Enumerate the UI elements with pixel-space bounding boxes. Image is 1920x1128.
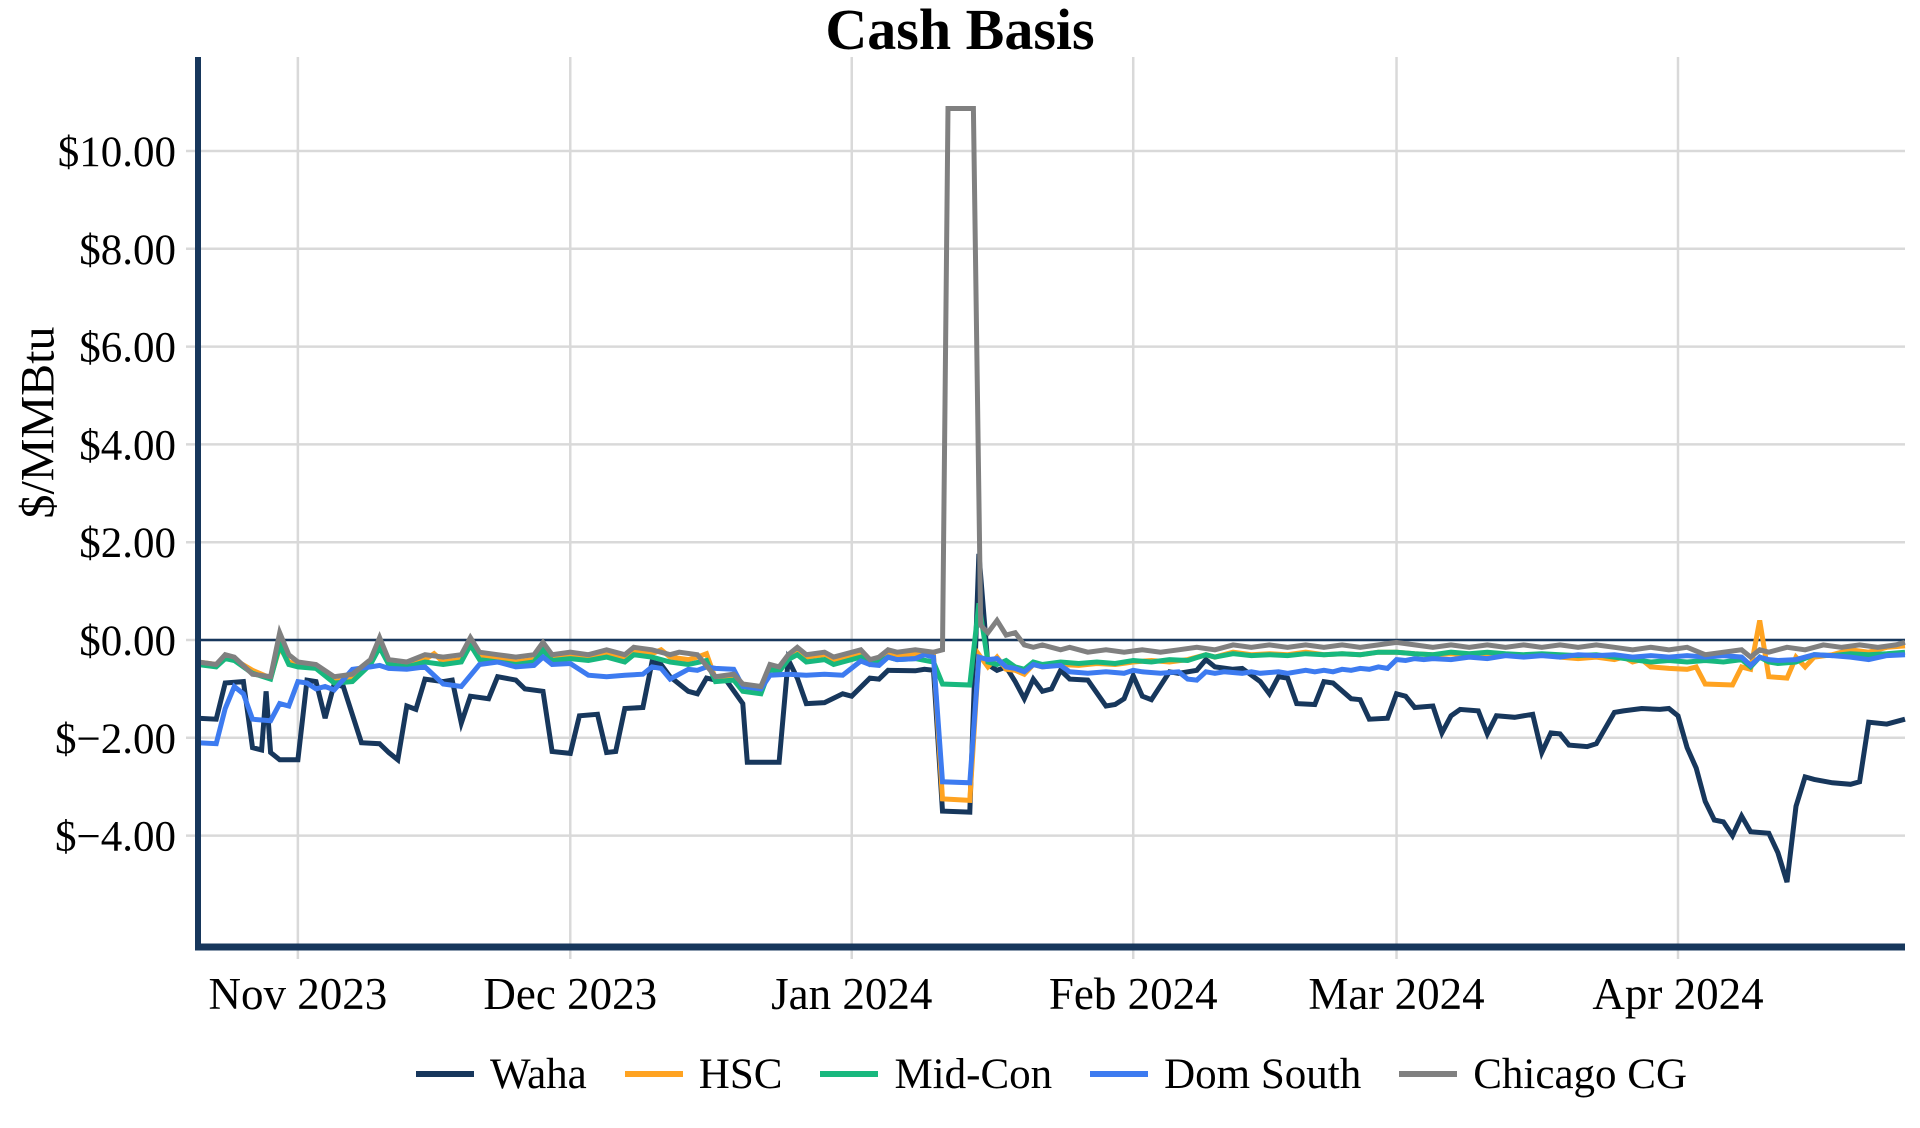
x-tick-label: Nov 2023	[209, 969, 388, 1019]
legend-label: Waha	[489, 1050, 587, 1098]
legend-item-dom-south: Dom South	[1090, 1050, 1361, 1099]
x-tick-label: Mar 2024	[1308, 969, 1484, 1019]
legend-item-hsc: HSC	[624, 1050, 783, 1099]
legend-swatch-icon	[1090, 1071, 1149, 1077]
y-tick-label: $6.00	[79, 325, 176, 372]
y-tick-label: $8.00	[79, 227, 176, 274]
y-tick-label: $4.00	[79, 422, 176, 469]
chart-title: Cash Basis	[825, 0, 1095, 62]
series-line-dom-south	[197, 652, 1906, 786]
legend-item-mid-con: Mid-Con	[820, 1050, 1052, 1099]
legend-label: Mid-Con	[894, 1050, 1053, 1098]
legend-swatch-icon	[415, 1071, 474, 1077]
y-tick-label: $0.00	[79, 618, 176, 665]
legend: Waha HSC Mid-Con Dom South Chicago CG	[198, 1044, 1905, 1104]
x-tick-label: Apr 2024	[1592, 969, 1763, 1019]
legend-item-waha: Waha	[415, 1050, 587, 1099]
y-tick-label: $−2.00	[55, 716, 176, 763]
legend-label: Chicago CG	[1473, 1050, 1688, 1098]
series-line-waha	[197, 553, 1906, 883]
legend-label: Dom South	[1164, 1050, 1362, 1098]
x-tick-label: Feb 2024	[1049, 969, 1218, 1019]
series-line-chicago-cg	[197, 106, 1906, 690]
y-tick-label: $2.00	[79, 520, 176, 567]
legend-swatch-icon	[1399, 1071, 1458, 1077]
legend-item-chicago-cg: Chicago CG	[1399, 1050, 1687, 1099]
legend-label: HSC	[698, 1050, 783, 1098]
y-tick-label: $10.00	[58, 129, 176, 176]
x-tick-label: Dec 2023	[483, 969, 657, 1019]
legend-swatch-icon	[624, 1071, 683, 1077]
x-tick-label: Jan 2024	[771, 969, 932, 1019]
legend-swatch-icon	[820, 1071, 879, 1077]
y-tick-label: $−4.00	[55, 814, 176, 861]
